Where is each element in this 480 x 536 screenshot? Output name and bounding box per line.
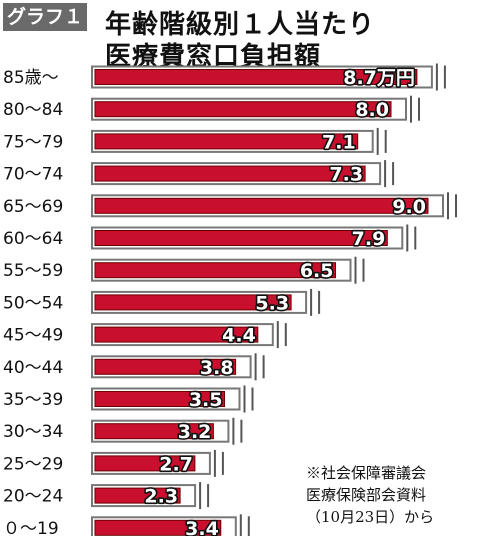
category-label: 20～24 (3, 487, 63, 507)
bar (94, 165, 366, 182)
bar (94, 294, 292, 311)
category-label: 35～39 (3, 390, 63, 410)
bar (94, 358, 237, 375)
bar (94, 326, 259, 343)
category-label: 25～29 (3, 454, 63, 474)
category-label: 45～49 (3, 326, 63, 346)
data-label: 8.7万円 (343, 67, 415, 89)
bar (94, 101, 392, 118)
data-label: 9.0 (392, 196, 426, 218)
bar (94, 262, 336, 279)
data-label: 8.0 (355, 99, 389, 121)
data-label: 7.3 (329, 164, 363, 186)
bar (94, 391, 225, 407)
category-label: 40～44 (3, 358, 63, 378)
data-label: 6.5 (300, 260, 334, 282)
data-label: 2.7 (159, 453, 193, 475)
data-label: 3.5 (189, 389, 223, 411)
category-label: 60～64 (3, 229, 63, 249)
data-label: 5.3 (255, 292, 289, 314)
category-label: 55～59 (3, 261, 63, 281)
category-label: 80～84 (3, 100, 63, 120)
bar (94, 133, 359, 150)
bar (94, 455, 196, 472)
category-label: 75～79 (3, 132, 63, 152)
category-label: 85歳～ (3, 68, 59, 88)
bar (94, 487, 181, 504)
bar (94, 197, 429, 214)
category-label: ０～19 (3, 519, 59, 536)
bar (94, 519, 222, 536)
data-label: 7.1 (322, 131, 356, 153)
bar (94, 423, 214, 440)
data-label: 2.3 (144, 486, 178, 508)
category-label: 70～74 (3, 165, 63, 185)
bar (94, 69, 418, 85)
category-label: 65～69 (3, 197, 63, 217)
category-label: 30～34 (3, 422, 63, 442)
source-note-line1: ※社会保障審議会 (306, 464, 427, 482)
data-label: 3.8 (200, 357, 234, 379)
source-note-line2: 医療保険部会資料 (306, 486, 427, 504)
data-label: 3.4 (185, 518, 219, 536)
data-label: 3.2 (178, 421, 212, 443)
data-label: 7.9 (352, 228, 386, 250)
data-label: 4.4 (222, 325, 256, 347)
graph-number-tag: グラフ１ (3, 3, 87, 31)
category-label: 50～54 (3, 293, 63, 313)
source-note-line3: （10月23日）から (306, 508, 435, 526)
bar (94, 230, 388, 246)
chart-title-line1: 年齢階級別１人当たり (105, 10, 376, 40)
